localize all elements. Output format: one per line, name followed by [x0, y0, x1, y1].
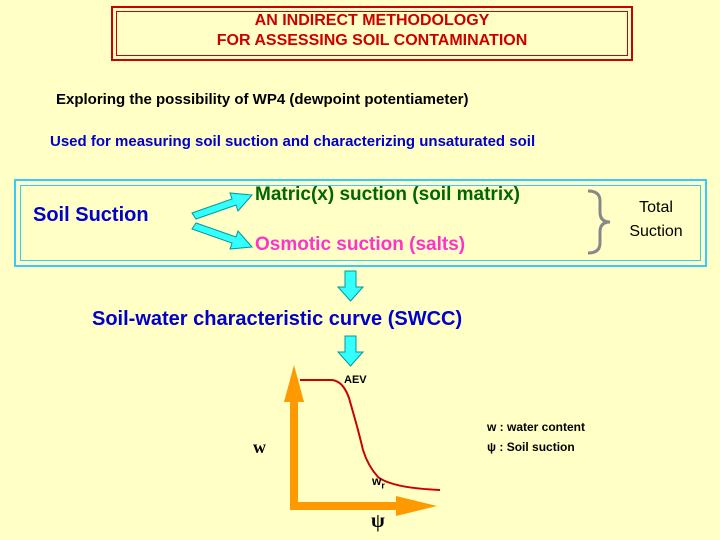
legend-soil-suction: ψ : Soil suction [487, 440, 575, 454]
total-suction-line-2: Suction [629, 223, 683, 240]
total-suction-line-1: Total [639, 199, 673, 216]
swcc-label: Soil-water characteristic curve (SWCC) [92, 308, 463, 330]
title-line-2: FOR ASSESSING SOIL CONTAMINATION [216, 32, 528, 49]
aev-label: AEV [344, 374, 367, 386]
suction-box [14, 179, 707, 267]
page-title: AN INDIRECT METHODOLOGY FOR ASSESSING SO… [111, 11, 633, 51]
subtitle: Exploring the possibility of WP4 (dewpoi… [56, 91, 469, 108]
legend-water-content: w : water content [487, 420, 586, 434]
title-line-1: AN INDIRECT METHODOLOGY [254, 12, 490, 29]
soil-suction-label: Soil Suction [33, 204, 149, 226]
x-axis-label: ψ [371, 510, 385, 532]
down-arrow-1-icon [336, 270, 365, 302]
usage-text: Used for measuring soil suction and char… [50, 133, 536, 150]
curly-brace-icon [587, 189, 611, 255]
title-frame-inner [116, 11, 628, 56]
suction-box-inner [20, 185, 701, 261]
wr-label: wr [372, 474, 385, 490]
x-axis-arrow-icon [290, 496, 437, 516]
arrow-to-osmotic-icon [191, 222, 254, 250]
wr-subscript: r [381, 480, 385, 491]
wr-main: w [372, 474, 382, 488]
y-axis-arrow-icon [284, 365, 304, 510]
total-suction-label: Total Suction [614, 196, 698, 244]
osmotic-suction-label: Osmotic suction (salts) [255, 234, 466, 255]
swcc-curve [300, 379, 441, 491]
matric-suction-label: Matric(x) suction (soil matrix) [255, 184, 520, 205]
down-arrow-2-icon [336, 335, 365, 367]
y-axis-label: w [253, 437, 266, 457]
arrow-to-matric-icon [191, 192, 254, 220]
title-frame [111, 6, 633, 61]
